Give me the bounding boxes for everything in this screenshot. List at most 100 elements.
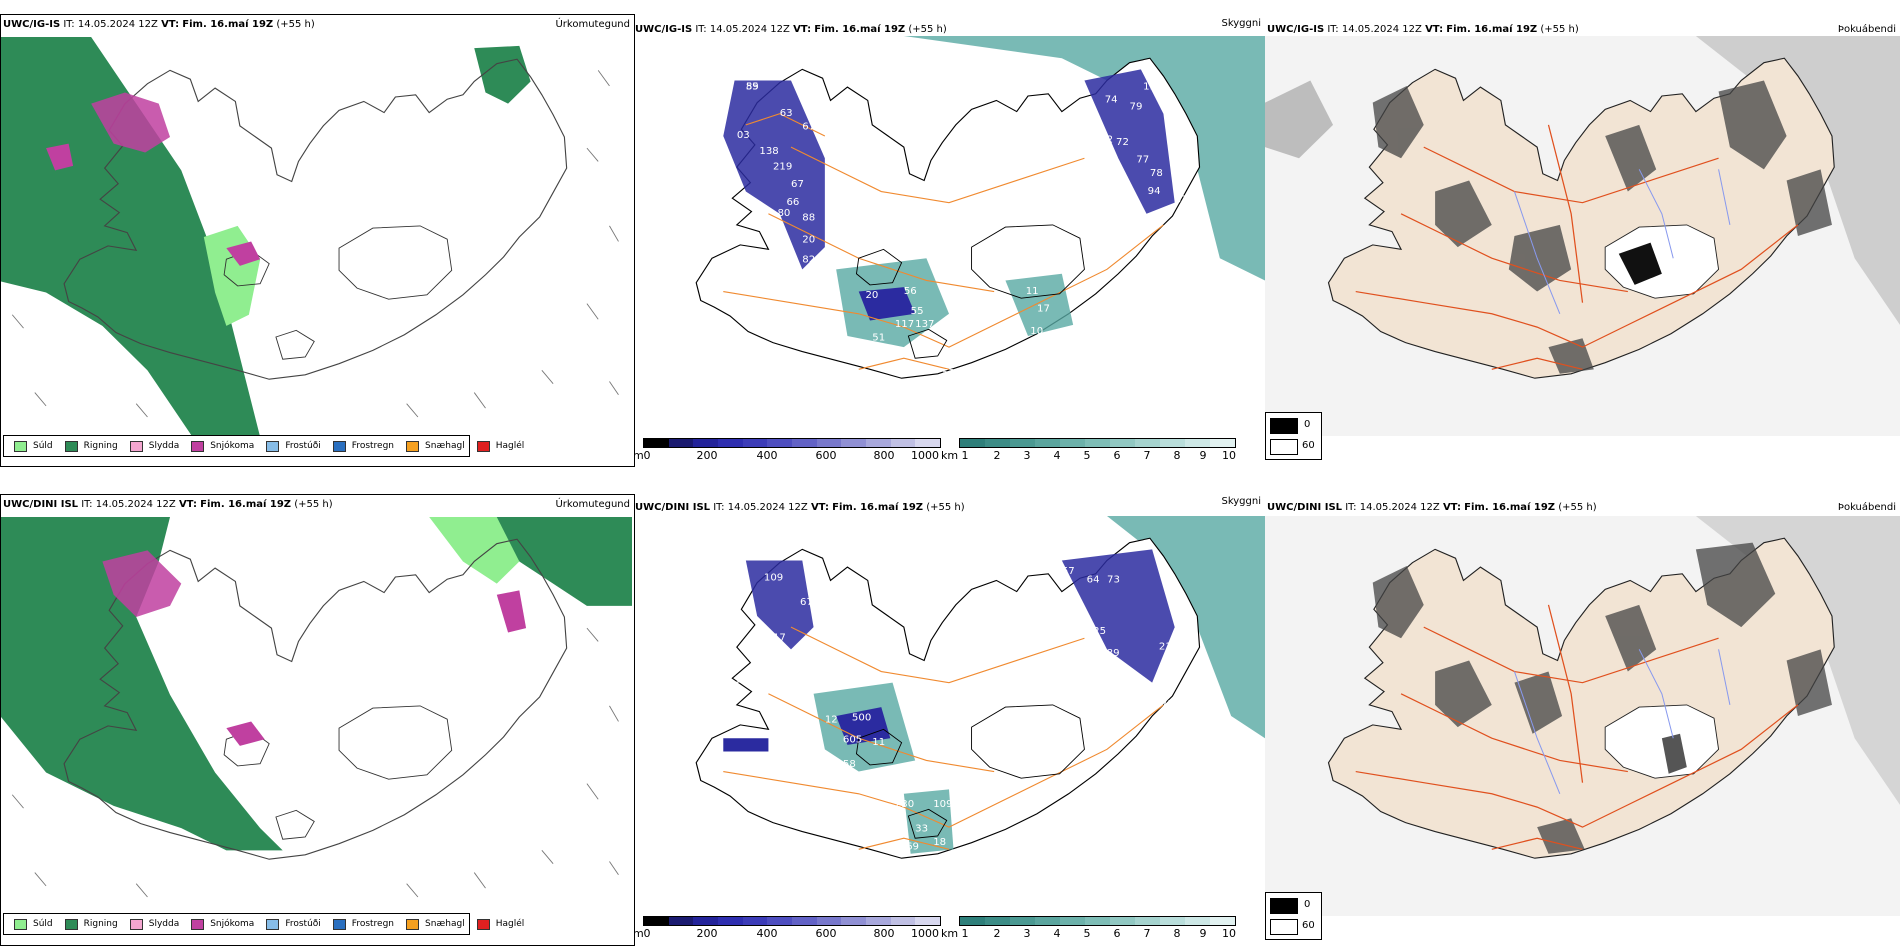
colorbar-step (1110, 439, 1135, 447)
legend-item: Snjókoma (191, 440, 254, 452)
legend-item: Frostúði (266, 918, 321, 930)
snow-area-2 (226, 241, 261, 266)
fog-legend-min-swatch (1270, 898, 1298, 914)
cloud-base-label: 356 (1084, 668, 1103, 679)
rain-area (1, 517, 283, 851)
legend-swatch (14, 440, 27, 452)
visibility-tick: 8 (1173, 449, 1181, 462)
colorbar-step (718, 439, 743, 447)
colorbar-step (1035, 917, 1060, 925)
colorbar-step (1185, 917, 1210, 925)
snow-area-3 (46, 143, 74, 171)
cloud-base-label: 61 (764, 861, 777, 872)
panel-title: Úrkomutegund (555, 499, 630, 510)
precip-legend: Súld Rigning Slydda Snjókoma Frostúði Fr… (3, 913, 524, 935)
colorbar-step (693, 917, 719, 925)
ceiling-colorbar: m 0 200 400 600 800 1000 (633, 916, 943, 942)
colorbar-step (915, 439, 941, 447)
precip-map (1, 517, 632, 898)
cloud-base-label: 82 (1100, 135, 1113, 146)
cloud-base-label: 63 (780, 108, 793, 119)
legend-swatch (266, 440, 280, 452)
visibility-tick: 6 (1113, 449, 1121, 462)
colorbar-step (1160, 439, 1185, 447)
init-time: IT: 14.05.2024 12Z (1345, 502, 1440, 513)
cloud-base-label: 88 (802, 213, 815, 224)
cloud-base-label: 78 (1150, 168, 1163, 179)
cloud-base-label: 56 (904, 286, 917, 297)
fog-rivers (1513, 169, 1731, 314)
valid-time: Fim. 16.maí 19Z (182, 19, 274, 30)
cloud-base-label: 117 (895, 319, 914, 330)
model-name: UWC/IG-IS (1267, 24, 1325, 35)
legend-label: Rigning (83, 441, 118, 451)
legend-swatch (332, 918, 346, 930)
legend-item: Slydda (129, 440, 179, 452)
cloud-base-label: 73 (1172, 166, 1185, 177)
legend-item: Haglél (476, 440, 525, 452)
cloud-base-label: 53 (942, 368, 955, 379)
panel-title: Úrkomutegund (555, 19, 630, 30)
panel-header: UWC/IG-IS IT: 14.05.2024 12Z VT: Fim. 16… (635, 24, 947, 35)
valid-label: VT: (810, 502, 829, 513)
legend-swatch (476, 440, 490, 452)
cloud-base-label: 11 (872, 737, 885, 748)
colorbar-step (1135, 439, 1160, 447)
cloud-base-label: 82 (802, 255, 815, 266)
colorbar-step (644, 917, 669, 925)
visibility-tick: 7 (1143, 449, 1151, 462)
legend-label: Frostregn (351, 441, 395, 451)
cloud-base-label: 61 (915, 393, 928, 404)
colorbar-step (890, 917, 916, 925)
cloud-base-label: 137 (915, 319, 934, 330)
colorbar-step (960, 917, 985, 925)
cloud-base-label: 500 (852, 713, 871, 724)
legend-item: Frostúði (266, 440, 321, 452)
init-time: IT: 14.05.2024 12Z (713, 502, 808, 513)
legend-swatch (476, 918, 490, 930)
panel-header: UWC/DINI ISL IT: 14.05.2024 12Z VT: Fim.… (1267, 502, 1597, 513)
colorbar-step (1210, 917, 1235, 925)
cloud-base-label: 58 (843, 759, 856, 770)
fog-legend-min: 0 (1304, 899, 1311, 910)
valid-time: Fim. 16.maí 19Z (814, 24, 906, 35)
colorbar-step (693, 439, 719, 447)
lead-time: (+55 h) (926, 502, 965, 513)
cloud-base-label: 20 (802, 235, 815, 246)
precip-legend: Súld Rigning Slydda Snjókoma Frostúði Fr… (3, 435, 524, 457)
cloud-base-label: 118 (1005, 246, 1024, 257)
colorbar-step (841, 439, 867, 447)
cloud-base-label: 81 (791, 270, 804, 281)
colorbar-step (985, 439, 1010, 447)
legend-label: Haglél (495, 441, 525, 451)
valid-label: VT: (1425, 24, 1444, 35)
visibility-tick: 9 (1199, 449, 1207, 462)
low-cloud-area (1084, 69, 1175, 214)
legend-item: Súld (14, 918, 53, 930)
legend-item: Haglél (476, 918, 524, 930)
cloud-base-label: 12 (825, 715, 838, 726)
legend-label: Rigning (83, 919, 118, 929)
legend-swatch (266, 918, 280, 930)
visibility-tick: 2 (993, 927, 1001, 940)
fog-panel-row1: UWC/IG-IS IT: 14.05.2024 12Z VT: Fim. 16… (1265, 14, 1900, 465)
legend-swatch (191, 918, 205, 930)
legend-label: Súld (33, 919, 53, 929)
cloud-base-label: 82 (1093, 150, 1106, 161)
visibility-tick: 9 (1199, 927, 1207, 940)
snow-area (91, 92, 171, 153)
cloud-base-label: 17 (773, 633, 786, 644)
rain-area-east (485, 517, 632, 606)
colorbar-step (960, 439, 985, 447)
ceiling-panel-row2: UWC/DINI ISL IT: 14.05.2024 12Z VT: Fim.… (633, 494, 1265, 944)
visibility-tick: 5 (1083, 449, 1091, 462)
colorbar-step (915, 917, 941, 925)
ceiling-tick: 600 (815, 927, 837, 940)
colorbar-step (644, 439, 669, 447)
cloud-base-label: 77 (1136, 155, 1149, 166)
cloud-base-label: 138 (759, 146, 778, 157)
cloud-base-label: 18 (933, 837, 946, 848)
